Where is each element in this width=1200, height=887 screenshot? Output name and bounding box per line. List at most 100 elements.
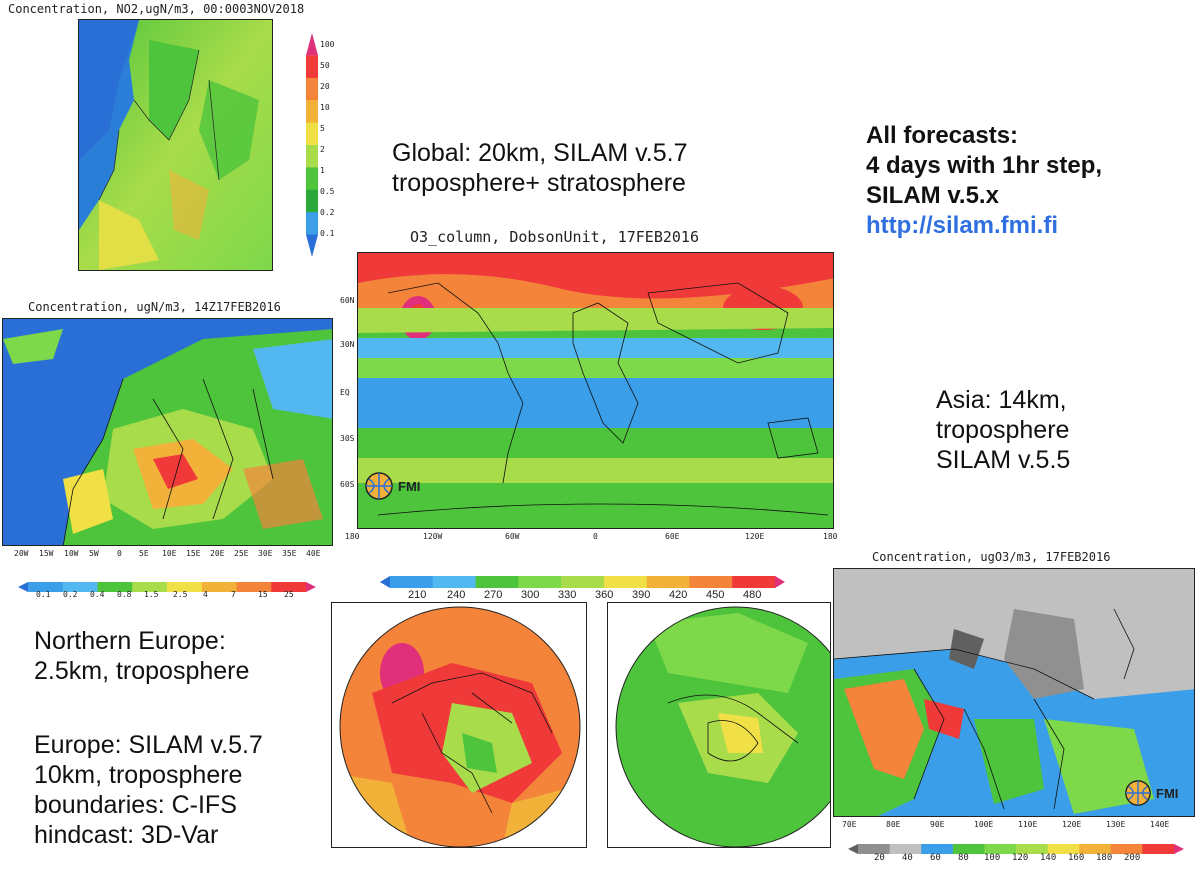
colorbar-segment (306, 122, 318, 146)
colorbar-segment (306, 33, 318, 56)
as-cbar-tick: 120 (1012, 853, 1029, 863)
asia-x-tick: 70E (842, 820, 857, 829)
ne-cbar-tick: 0.1 (320, 229, 335, 238)
as-cbar-tick: 100 (984, 853, 1001, 863)
global-y-tick: 60S (340, 480, 355, 489)
northern-europe-description: Northern Europe: 2.5km, troposphere (34, 627, 250, 685)
colorbar-segment (271, 582, 307, 592)
global-y-tick: 30N (340, 340, 355, 349)
global-y-tick: 30S (340, 434, 355, 443)
eu-cbar-tick: 15 (258, 590, 268, 599)
colorbar-segment (561, 576, 605, 588)
gl-cbar-tick: 300 (521, 589, 540, 601)
asia-colorbar (848, 841, 1184, 854)
colorbar-segment (952, 844, 985, 854)
colorbar-segment (18, 582, 28, 592)
ne-cbar-tick: 20 (320, 82, 330, 91)
colorbar-segment (380, 576, 390, 588)
gl-cbar-tick: 210 (408, 589, 427, 601)
asia-map: FMI (833, 568, 1195, 817)
as-cbar-tick: 200 (1124, 853, 1141, 863)
europe-colorbar-graphic (18, 582, 316, 592)
colorbar-segment (432, 576, 477, 588)
asia-colorbar-graphic (848, 844, 1184, 854)
colorbar-segment (1016, 844, 1049, 854)
europe-x-tick: 20W (14, 549, 29, 558)
asia-map-title: Concentration, ugO3/m3, 17FEB2016 (872, 550, 1111, 564)
europe-colorbar-labels: 0.1 0.2 0.4 0.8 1.5 2.5 4 7 15 25 (18, 590, 316, 602)
colorbar-segment (62, 582, 98, 592)
asia-x-axis: 70E 80E 90E 100E 110E 120E 130E 140E (838, 820, 1198, 830)
europe-x-tick: 30E (258, 549, 273, 558)
eu-cbar-tick: 4 (203, 590, 208, 599)
europe-x-tick: 20E (210, 549, 225, 558)
gl-cbar-tick: 390 (632, 589, 651, 601)
colorbar-segment (603, 576, 648, 588)
north-europe-colorbar-graphic (306, 33, 318, 257)
asia-x-tick: 140E (1150, 820, 1170, 829)
asia-x-tick: 130E (1106, 820, 1126, 829)
gl-cbar-tick: 360 (595, 589, 614, 601)
colorbar-segment (28, 582, 64, 592)
silam-link[interactable]: http://silam.fmi.fi (866, 212, 1058, 239)
colorbar-segment (306, 77, 318, 101)
global-y-tick: 60N (340, 296, 355, 305)
colorbar-segment (306, 167, 318, 191)
colorbar-segment (306, 234, 318, 257)
colorbar-segment (689, 576, 733, 588)
fmi-logo-text: FMI (1156, 785, 1179, 801)
europe-colorbar (18, 579, 316, 592)
gl-cbar-tick: 240 (447, 589, 466, 601)
global-x-tick: 60W (505, 532, 520, 541)
colorbar-segment (306, 55, 318, 79)
north-europe-map-title: Concentration, NO2,ugN/m3, 00:0003NOV201… (8, 2, 305, 16)
colorbar-segment (167, 582, 203, 592)
europe-x-tick: 10W (64, 549, 79, 558)
colorbar-segment (132, 582, 168, 592)
europe-x-tick: 40E (306, 549, 321, 558)
europe-x-tick: 15E (186, 549, 201, 558)
colorbar-segment (306, 100, 318, 124)
ne-cbar-tick: 0.2 (320, 208, 335, 217)
global-x-tick: 180 (345, 532, 360, 541)
colorbar-segment (848, 844, 858, 854)
eu-cbar-tick: 0.8 (117, 590, 132, 599)
global-map: FMI (357, 252, 834, 529)
global-description: Global: 20km, SILAM v.5.7 troposphere+ s… (392, 139, 688, 197)
eu-cbar-tick: 1.5 (144, 590, 159, 599)
as-cbar-tick: 140 (1040, 853, 1057, 863)
colorbar-segment (1079, 844, 1112, 854)
north-europe-map (78, 19, 273, 271)
forecasts-line-2: 4 days with 1hr step, (866, 152, 1103, 179)
north-europe-colorbar (306, 33, 318, 257)
fmi-logo-global: FMI (364, 471, 420, 501)
europe-map-title: Concentration, ugN/m3, 14Z17FEB2016 (28, 300, 281, 314)
asia-x-tick: 110E (1018, 820, 1038, 829)
europe-description: Europe: SILAM v.5.7 10km, troposphere bo… (34, 731, 263, 849)
global-y-tick: EQ (340, 388, 350, 397)
colorbar-segment (1110, 844, 1143, 854)
ne-cbar-tick: 100 (320, 40, 335, 49)
ne-cbar-tick: 0.5 (320, 187, 335, 196)
colorbar-segment (306, 582, 316, 592)
europe-x-tick: 35E (282, 549, 297, 558)
global-x-tick: 60E (665, 532, 680, 541)
eu-cbar-tick: 0.1 (36, 590, 51, 599)
ne-cbar-tick: 5 (320, 124, 325, 133)
colorbar-segment (306, 145, 318, 168)
forecasts-block: All forecasts: 4 days with 1hr step, SIL… (866, 121, 1196, 241)
fmi-logo-asia: FMI (1124, 779, 1178, 807)
global-x-axis: 180 120W 60W 0 60E 120E 180 (345, 532, 840, 544)
fmi-logo-text: FMI (398, 478, 421, 494)
ne-cbar-tick: 2 (320, 145, 325, 154)
as-cbar-tick: 60 (930, 853, 941, 863)
asia-x-tick: 100E (974, 820, 994, 829)
colorbar-segment (1174, 844, 1184, 854)
colorbar-segment (984, 844, 1017, 854)
south-polar-map-graphic (615, 606, 830, 847)
gl-cbar-tick: 420 (669, 589, 688, 601)
colorbar-segment (921, 844, 954, 854)
europe-x-tick: 0 (117, 549, 122, 558)
asia-description: Asia: 14km, troposphere SILAM v.5.5 (936, 386, 1071, 474)
eu-cbar-tick: 25 (284, 590, 294, 599)
